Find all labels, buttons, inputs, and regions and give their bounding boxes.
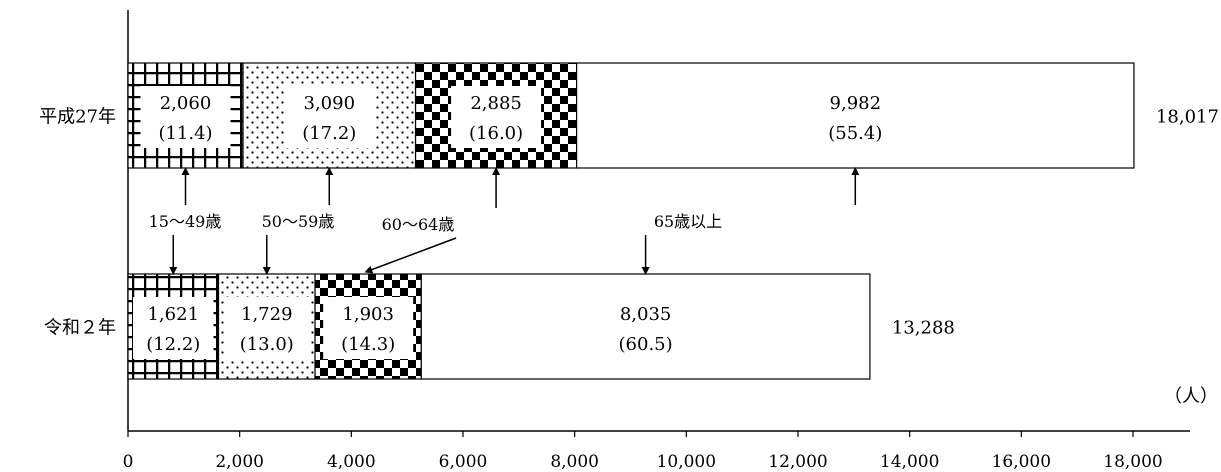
segment-value-label: 3,090 [304, 93, 356, 114]
axis-layer: 0 2,000 4,000 6,000 8,000 10,000 12,000 14,000 1… [123, 10, 1218, 472]
x-tick-label: 10,000 [657, 452, 716, 472]
segment-value-label: 2,885 [470, 93, 522, 114]
segment-percent-label: (60.5) [619, 334, 673, 355]
legend-label: 60～64歳 [382, 215, 455, 234]
x-tick-label: 0 [123, 452, 134, 472]
category-label: 平成27年 [39, 107, 116, 128]
segment-label-background [451, 86, 542, 148]
x-tick-label: 6,000 [439, 452, 488, 472]
legend-arrow-down [364, 237, 457, 274]
x-tick-label: 2,000 [215, 452, 264, 472]
segment-percent-label: (13.0) [240, 334, 294, 355]
x-tick-label: 16,000 [992, 452, 1051, 472]
legend-label-background [248, 209, 348, 233]
x-tick-label: 12,000 [768, 452, 827, 472]
bar-segment [420, 273, 871, 380]
segment-percent-label: (14.3) [341, 334, 395, 355]
bar-segment [576, 62, 1135, 169]
unit-label: （人） [1164, 386, 1218, 407]
category-label: 令和２年 [44, 318, 116, 339]
segment-value-label: 1,729 [241, 304, 293, 325]
legend-label: 50～59歳 [262, 212, 335, 231]
legend-label-background [135, 209, 235, 233]
x-tick-label: 8,000 [550, 452, 599, 472]
total-label: 13,288 [892, 318, 955, 339]
legend-label-background [638, 209, 738, 233]
segment-percent-label: (16.0) [469, 123, 523, 144]
segment-label-background [284, 86, 375, 148]
x-tick-label: 14,000 [880, 452, 939, 472]
bars-layer [127, 62, 1135, 380]
segment-value-label: 2,060 [160, 93, 212, 114]
segment-label-background [133, 297, 214, 359]
labels-layer: 平成27年 2,060 (11.4) 3,090 (17.2) 2,885 (16.0) 9,… [39, 93, 1219, 355]
legend-layer: 15～49歳 50～59歳 60～64歳 65歳以上 [135, 167, 860, 275]
segment-percent-label: (12.2) [146, 334, 200, 355]
segment-percent-label: (11.4) [158, 123, 212, 144]
x-tick-label: 18,000 [1103, 452, 1162, 472]
segment-value-label: 1,621 [147, 304, 199, 325]
x-tick-label: 4,000 [327, 452, 376, 472]
legend-label: 65歳以上 [654, 212, 722, 231]
segment-label-background [140, 86, 231, 148]
legend-label: 15～49歳 [149, 212, 222, 231]
segment-value-label: 9,982 [830, 93, 882, 114]
legend-label-background [368, 212, 468, 236]
segment-percent-label: (55.4) [828, 123, 882, 144]
segment-value-label: 8,035 [620, 304, 672, 325]
segment-label-background [223, 297, 311, 359]
segment-percent-label: (17.2) [302, 123, 356, 144]
segment-value-label: 1,903 [342, 304, 394, 325]
segment-label-background [323, 297, 414, 359]
total-label: 18,017 [1156, 107, 1219, 128]
